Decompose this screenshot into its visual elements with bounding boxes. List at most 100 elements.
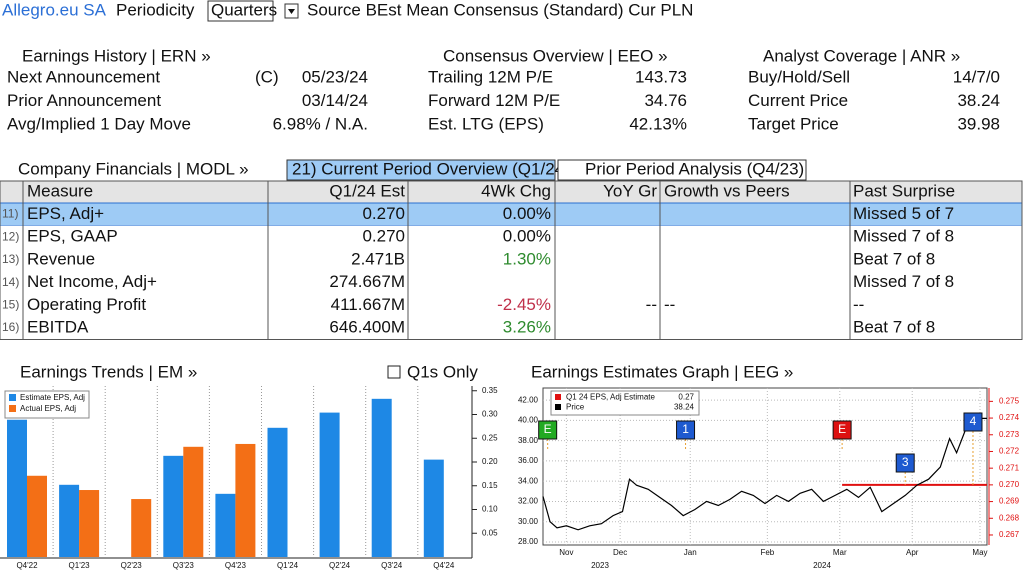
row-label: Trailing 12M P/E [428, 67, 553, 86]
row-value: 42.13% [629, 114, 687, 133]
section-title[interactable]: Consensus Overview | EEO » [443, 46, 668, 65]
table-cell: Missed 7 of 8 [853, 227, 954, 246]
event-label[interactable]: 4 [970, 414, 977, 428]
table-row[interactable] [0, 293, 1022, 317]
bar [183, 446, 204, 557]
legend-label: Price [566, 403, 585, 412]
table-cell: 0.00% [503, 227, 551, 246]
y-tick-label: 0.05 [482, 528, 498, 537]
table-cell: 646.400M [329, 317, 405, 336]
event-label[interactable]: E [838, 422, 846, 436]
legend-label: Q1 24 EPS, Adj Estimate [566, 393, 655, 402]
table-row[interactable] [0, 271, 1022, 294]
column-header: Measure [27, 181, 93, 200]
bar [371, 398, 392, 557]
y-tick-label: 0.30 [482, 410, 498, 419]
y-tick-label: 30.00 [518, 517, 539, 526]
legend-value: 0.27 [678, 393, 694, 402]
event-marker[interactable] [538, 420, 558, 440]
table-cell: -2.45% [497, 295, 551, 314]
y-tick-label: 0.35 [482, 386, 498, 395]
table-cell: 274.667M [329, 272, 405, 291]
bar [131, 499, 152, 557]
tab-label[interactable]: 21) Current Period Overview (Q1/24) [292, 159, 570, 178]
table-cell: -- [664, 295, 675, 314]
periodicity-value[interactable]: Quarters [211, 0, 277, 19]
event-label[interactable]: 3 [902, 455, 909, 469]
bar [235, 443, 256, 557]
table-cell: Net Income, Adj+ [27, 272, 157, 291]
row-value: 6.98% / N.A. [273, 114, 368, 133]
x-tick-label: Q3'24 [381, 561, 403, 570]
bar [59, 484, 80, 557]
security-name[interactable]: Allegro.eu SA [2, 0, 107, 19]
event-marker[interactable] [676, 420, 696, 440]
tab-active[interactable] [286, 159, 556, 181]
tab-label[interactable]: Prior Period Analysis (Q4/23) [585, 159, 804, 178]
table-cell: 1.30% [503, 249, 551, 268]
y-tick-label: 32.00 [518, 497, 539, 506]
table-cell: EBITDA [27, 317, 89, 336]
column-header: 4Wk Chg [481, 181, 551, 200]
table-cell: 411.667M [331, 295, 405, 314]
y-tick-label: 34.00 [518, 476, 539, 485]
table-cell: -- [646, 295, 657, 314]
event-marker[interactable] [963, 412, 983, 432]
legend-swatch [555, 394, 561, 400]
event-marker[interactable] [895, 453, 915, 473]
table-cell: EPS, GAAP [27, 227, 118, 246]
table-cell: Revenue [27, 249, 95, 268]
legend [4, 390, 90, 419]
legend-swatch [9, 405, 16, 412]
bar [267, 427, 288, 557]
x-tick-label: Mar [833, 548, 847, 557]
periodicity-box[interactable] [207, 0, 274, 22]
legend-swatch [9, 394, 16, 401]
x-tick-label: Q2'24 [329, 561, 351, 570]
section-title[interactable]: Earnings History | ERN » [22, 46, 211, 65]
y2-tick-label: 0.275 [999, 396, 1020, 405]
x-tick-label: Q4'24 [433, 561, 455, 570]
source: Source BEst Mean Consensus (Standard) Cu… [307, 0, 693, 19]
row-value: 03/14/24 [302, 91, 368, 110]
y-tick-label: 0.20 [482, 457, 498, 466]
row-number: 14) [2, 275, 19, 289]
chart-title[interactable]: Earnings Estimates Graph | EEG » [531, 362, 793, 381]
checkbox-label[interactable]: Q1s Only [407, 362, 478, 381]
event-label[interactable]: E [544, 422, 552, 436]
column-header: Growth vs Peers [664, 181, 790, 200]
row-label: Next Announcement [7, 67, 160, 86]
section-title[interactable]: Company Financials | MODL » [18, 159, 249, 178]
table-row[interactable] [0, 225, 1022, 249]
y2-tick-label: 0.267 [999, 530, 1020, 539]
table-row[interactable] [0, 316, 1022, 340]
row-value: 34.76 [644, 91, 687, 110]
chart-title[interactable]: Earnings Trends | EM » [20, 362, 197, 381]
bar [79, 490, 100, 557]
x-tick-label: Q3'23 [173, 561, 195, 570]
table-cell: Operating Profit [27, 295, 146, 314]
bar [319, 412, 340, 557]
event-label[interactable]: 1 [682, 422, 689, 436]
row-label: Prior Announcement [7, 91, 161, 110]
x-tick-label: Q1'23 [69, 561, 91, 570]
y-tick-label: 38.00 [518, 436, 539, 445]
table-row[interactable] [0, 248, 1022, 272]
dropdown-arrow [288, 9, 295, 14]
bar [163, 455, 184, 557]
periodicity-label: Periodicity [116, 0, 195, 19]
y2-tick-label: 0.271 [999, 463, 1020, 472]
checkbox[interactable] [387, 365, 401, 379]
tab[interactable] [557, 159, 807, 181]
table-cell: 0.00% [503, 204, 551, 223]
legend-value: 38.24 [674, 403, 695, 412]
table-cell: 3.26% [503, 317, 551, 336]
event-marker[interactable] [832, 420, 852, 440]
legend-swatch [555, 404, 561, 410]
y2-tick-label: 0.272 [999, 447, 1020, 456]
row-label: Avg/Implied 1 Day Move [7, 114, 191, 133]
y-tick-label: 42.00 [518, 395, 539, 404]
row-number: 16) [2, 320, 19, 334]
row-value: 143.73 [635, 67, 687, 86]
section-title[interactable]: Analyst Coverage | ANR » [763, 46, 960, 65]
